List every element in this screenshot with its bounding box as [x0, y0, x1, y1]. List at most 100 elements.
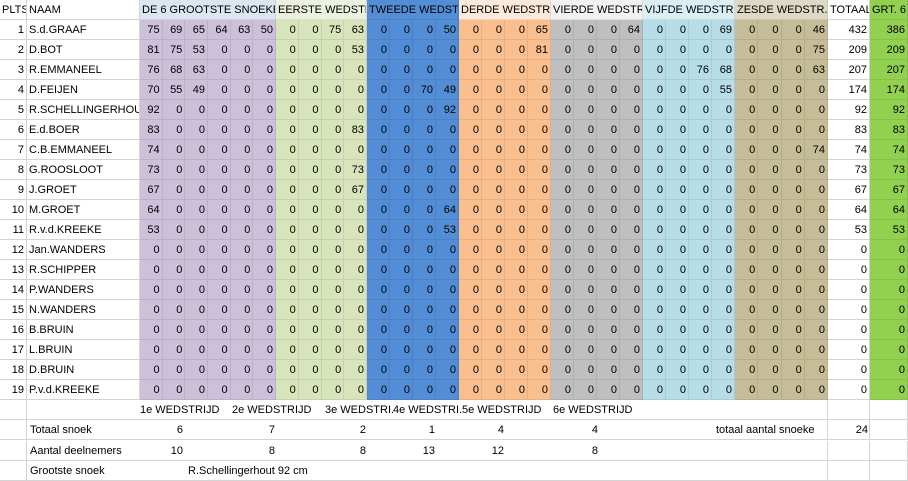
score: 83 — [140, 120, 163, 140]
footer-row — [27, 400, 828, 420]
score: 0 — [230, 60, 254, 80]
score: 0 — [804, 380, 828, 400]
score: 0 — [781, 180, 805, 200]
score: 0 — [413, 60, 436, 80]
score: 0 — [413, 320, 436, 340]
header-cell: GRT. 6 — [870, 0, 908, 20]
score: 0 — [689, 140, 712, 160]
score: 0 — [162, 220, 186, 240]
name: D.BOT — [27, 40, 140, 60]
score: 0 — [735, 320, 759, 340]
score: 0 — [459, 80, 482, 100]
score: 0 — [574, 280, 597, 300]
score: 0 — [344, 80, 367, 100]
score: 0 — [597, 20, 620, 40]
score: 0 — [413, 240, 436, 260]
score: 70 — [140, 80, 163, 100]
score: 0 — [390, 300, 413, 320]
score: 0 — [620, 140, 643, 160]
score: 0 — [140, 280, 163, 300]
name: B.BRUIN — [27, 320, 140, 340]
score: 0 — [276, 180, 299, 200]
score: 0 — [781, 120, 805, 140]
match-label: 3e WEDSTRI. — [325, 404, 395, 416]
score: 0 — [528, 180, 551, 200]
score: 0 — [208, 360, 231, 380]
score: 0 — [574, 340, 597, 360]
total: 64 — [828, 200, 870, 220]
score: 0 — [390, 60, 413, 80]
score: 0 — [321, 280, 345, 300]
score: 64 — [140, 200, 163, 220]
score: 0 — [804, 200, 828, 220]
score: 0 — [390, 280, 413, 300]
score: 0 — [185, 140, 208, 160]
score: 0 — [298, 80, 322, 100]
score: 0 — [162, 280, 186, 300]
footer-value: 4 — [591, 424, 598, 437]
total: 0 — [828, 320, 870, 340]
score: 0 — [413, 40, 436, 60]
score: 0 — [643, 180, 666, 200]
score: 0 — [185, 340, 208, 360]
score: 0 — [413, 200, 436, 220]
score: 0 — [505, 260, 528, 280]
score: 0 — [298, 200, 322, 220]
score: 0 — [140, 260, 163, 280]
total: 207 — [828, 60, 870, 80]
score: 0 — [482, 240, 505, 260]
score: 0 — [390, 160, 413, 180]
footer-value: 24 — [855, 424, 868, 437]
score: 0 — [276, 20, 299, 40]
score: 0 — [551, 260, 574, 280]
score: 0 — [735, 160, 759, 180]
score: 0 — [276, 280, 299, 300]
score: 0 — [666, 280, 689, 300]
score: 75 — [804, 40, 828, 60]
rank: 1 — [0, 20, 27, 40]
score: 0 — [712, 360, 735, 380]
score: 65 — [185, 20, 208, 40]
footer-value: 6 — [176, 424, 183, 437]
score: 0 — [781, 80, 805, 100]
score: 0 — [390, 120, 413, 140]
score: 0 — [666, 360, 689, 380]
score: 0 — [505, 80, 528, 100]
total: 0 — [828, 360, 870, 380]
score: 0 — [208, 180, 231, 200]
score: 0 — [735, 360, 759, 380]
name: P.v.d.KREEKE — [27, 380, 140, 400]
top6: 207 — [870, 60, 908, 80]
footer-value: 8 — [359, 444, 366, 457]
score: 0 — [413, 300, 436, 320]
footer-row — [828, 400, 870, 420]
score: 76 — [140, 60, 163, 80]
score: 0 — [367, 80, 390, 100]
score: 0 — [140, 300, 163, 320]
top6: 73 — [870, 160, 908, 180]
score: 0 — [298, 320, 322, 340]
score: 0 — [666, 240, 689, 260]
total: 0 — [828, 300, 870, 320]
score: 0 — [390, 80, 413, 100]
score: 0 — [528, 320, 551, 340]
rank: 17 — [0, 340, 27, 360]
rank: 7 — [0, 140, 27, 160]
score: 0 — [482, 60, 505, 80]
score: 0 — [505, 180, 528, 200]
score: 0 — [344, 340, 367, 360]
score: 0 — [597, 40, 620, 60]
score: 0 — [162, 140, 186, 160]
score: 0 — [185, 220, 208, 240]
name: D.FEIJEN — [27, 80, 140, 100]
score: 0 — [551, 280, 574, 300]
score: 0 — [344, 220, 367, 240]
score: 0 — [712, 200, 735, 220]
score: 0 — [344, 60, 367, 80]
score: 0 — [436, 340, 459, 360]
header-cell: PLTS — [0, 0, 27, 20]
score: 0 — [781, 340, 805, 360]
score: 0 — [459, 320, 482, 340]
top6: 64 — [870, 200, 908, 220]
score: 0 — [298, 380, 322, 400]
